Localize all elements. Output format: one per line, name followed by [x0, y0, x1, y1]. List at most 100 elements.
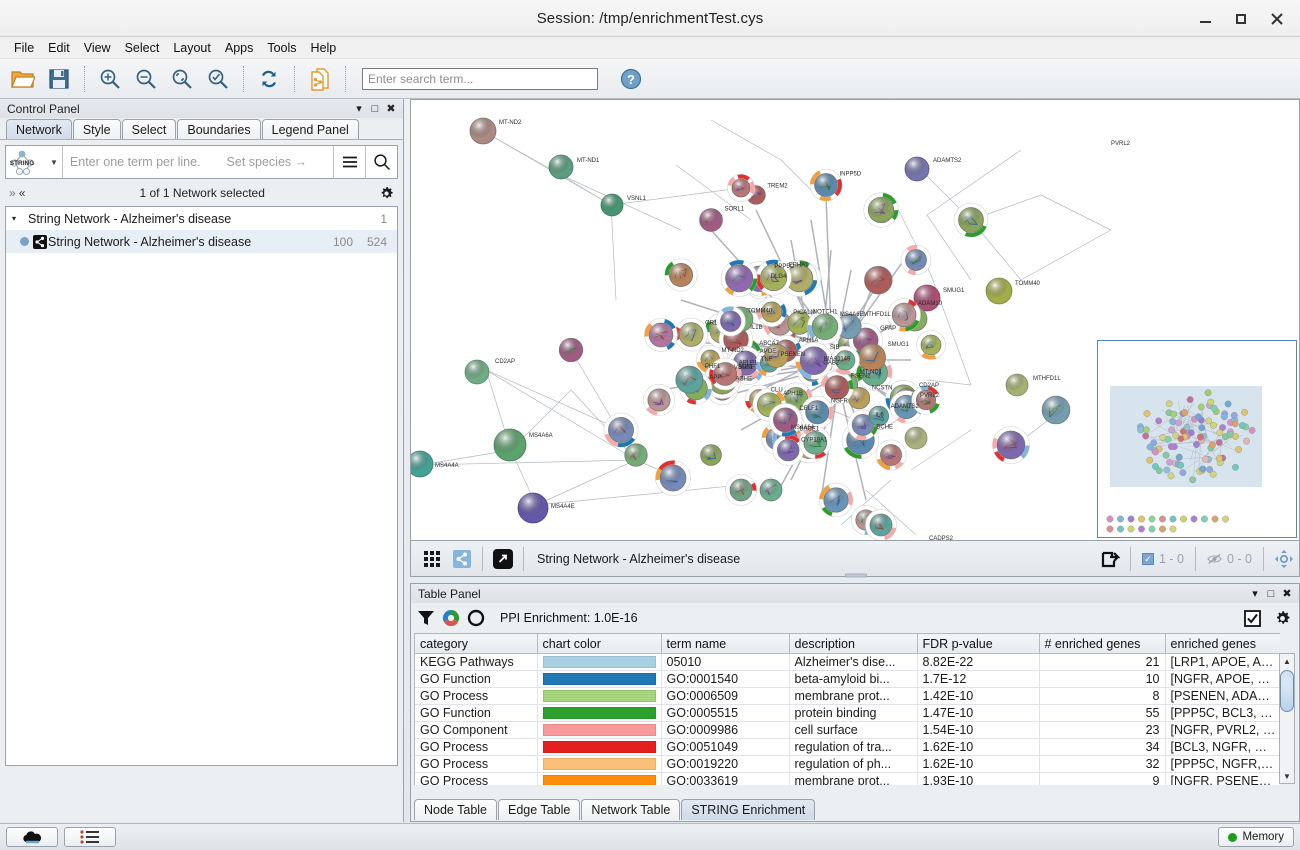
expand-all-icon[interactable]: »	[9, 186, 16, 200]
menu-tools[interactable]: Tools	[267, 40, 297, 55]
chevron-down-icon[interactable]: ▾	[356, 103, 362, 115]
minimize-button[interactable]	[1188, 4, 1222, 34]
checkbox-checked-icon[interactable]	[1244, 609, 1267, 627]
node[interactable]	[727, 174, 755, 202]
close-icon[interactable]: ✖	[386, 103, 396, 115]
save-icon[interactable]	[42, 63, 76, 95]
node[interactable]	[1041, 395, 1071, 425]
node[interactable]	[864, 266, 893, 295]
node[interactable]	[469, 117, 497, 145]
node[interactable]	[800, 395, 834, 429]
hamburger-icon[interactable]	[333, 146, 365, 178]
table-row[interactable]: GO Process GO:0019220 regulation of ph... 1…	[415, 755, 1280, 773]
node[interactable]	[916, 330, 946, 360]
tab-network-table[interactable]: Network Table	[581, 799, 681, 820]
node[interactable]	[655, 460, 691, 496]
node[interactable]	[787, 310, 812, 335]
hidden-nodes-indicator[interactable]: 0 - 0	[1201, 552, 1258, 566]
node[interactable]	[865, 509, 897, 540]
table-row[interactable]: GO Component GO:0009986 cell surface 1.54E-…	[415, 721, 1280, 739]
list-icon[interactable]	[64, 827, 116, 847]
network-canvas[interactable]: MT-ND2 MT-ND1 VSNL1 CD2AP MS4A6A ABCA7 PICALM G…	[410, 99, 1300, 541]
help-icon[interactable]: ?	[614, 63, 648, 95]
network-tree-group[interactable]: ▾ String Network - Alzheimer's disease 1	[6, 207, 397, 230]
node[interactable]	[715, 306, 746, 337]
close-button[interactable]	[1260, 4, 1294, 34]
scroll-thumb[interactable]	[1280, 670, 1294, 712]
node[interactable]	[863, 192, 899, 228]
node[interactable]	[600, 193, 624, 217]
node[interactable]	[548, 154, 574, 180]
network-nodes[interactable]	[411, 117, 1029, 524]
magnifier-icon[interactable]	[365, 146, 397, 178]
tab-string-enrichment[interactable]: STRING Enrichment	[681, 799, 816, 820]
zoom-fit-network-icon[interactable]	[201, 63, 235, 95]
export-network-icon[interactable]	[303, 63, 337, 95]
chart-color-icon[interactable]	[442, 609, 460, 627]
memory-status-button[interactable]: Memory	[1218, 827, 1294, 847]
network-tree-item[interactable]: String Network - Alzheimer's disease 100…	[6, 230, 397, 253]
node[interactable]	[818, 482, 854, 518]
share-string-icon[interactable]	[447, 546, 477, 572]
node[interactable]	[836, 313, 862, 340]
node[interactable]	[1005, 373, 1029, 397]
close-icon[interactable]: ✖	[1282, 588, 1292, 600]
node[interactable]	[643, 384, 675, 416]
node[interactable]	[664, 258, 698, 292]
node[interactable]	[953, 202, 989, 238]
node[interactable]	[887, 298, 921, 332]
node[interactable]	[756, 297, 787, 327]
node[interactable]	[904, 426, 928, 450]
node[interactable]	[720, 259, 758, 297]
column-enriched-genes[interactable]: enriched genes	[1165, 633, 1280, 654]
maximize-button[interactable]	[1224, 4, 1258, 34]
column-category[interactable]: category	[415, 633, 538, 654]
tab-style[interactable]: Style	[72, 119, 121, 139]
gear-icon[interactable]	[379, 186, 398, 201]
column-enriched-count[interactable]: # enriched genes	[1039, 633, 1166, 654]
collapse-all-icon[interactable]: «	[18, 186, 26, 200]
node[interactable]	[875, 439, 907, 471]
tab-select[interactable]: Select	[121, 119, 177, 139]
node[interactable]	[558, 337, 584, 363]
menu-edit[interactable]: Edit	[48, 40, 70, 55]
node[interactable]	[900, 244, 932, 276]
node[interactable]	[868, 405, 890, 427]
node[interactable]	[624, 443, 648, 467]
node[interactable]	[709, 357, 742, 391]
tab-node-table[interactable]: Node Table	[414, 799, 498, 820]
search-input[interactable]: Enter search term...	[362, 67, 598, 90]
node[interactable]	[764, 343, 789, 368]
export-image-icon[interactable]	[1095, 546, 1125, 572]
grid-layout-icon[interactable]	[417, 546, 447, 572]
node[interactable]	[795, 342, 833, 380]
table-row[interactable]: GO Process GO:0006509 membrane prot... 1.42…	[415, 687, 1280, 705]
menu-help[interactable]: Help	[310, 40, 337, 55]
string-logo-icon[interactable]: STRING	[6, 146, 50, 178]
node[interactable]	[911, 385, 941, 415]
node[interactable]	[847, 387, 871, 410]
node[interactable]	[809, 168, 843, 202]
menu-select[interactable]: Select	[124, 40, 160, 55]
node[interactable]	[820, 370, 854, 405]
table-row[interactable]: GO Function GO:0005515 protein binding 1.47…	[415, 704, 1280, 722]
chevron-down-icon[interactable]: ▾	[1252, 588, 1258, 600]
node[interactable]	[992, 426, 1030, 464]
enrichment-table-wrapper[interactable]: category chart color term name descripti…	[414, 633, 1280, 785]
gear-icon[interactable]	[1274, 610, 1299, 627]
open-external-icon[interactable]	[488, 546, 518, 572]
tab-legend-panel[interactable]: Legend Panel	[261, 119, 359, 139]
refresh-icon[interactable]	[252, 63, 286, 95]
menu-view[interactable]: View	[83, 40, 111, 55]
zoom-out-icon[interactable]	[129, 63, 163, 95]
donut-icon[interactable]	[467, 609, 485, 627]
scroll-up-arrow[interactable]: ▲	[1283, 656, 1291, 666]
node[interactable]	[674, 317, 708, 352]
pan-icon[interactable]	[1269, 546, 1299, 572]
menu-layout[interactable]: Layout	[173, 40, 211, 55]
node[interactable]	[493, 428, 527, 462]
node[interactable]	[603, 412, 639, 448]
network-overview-minimap[interactable]	[1097, 340, 1297, 538]
node[interactable]	[913, 284, 941, 312]
tab-network[interactable]: Network	[6, 119, 72, 139]
